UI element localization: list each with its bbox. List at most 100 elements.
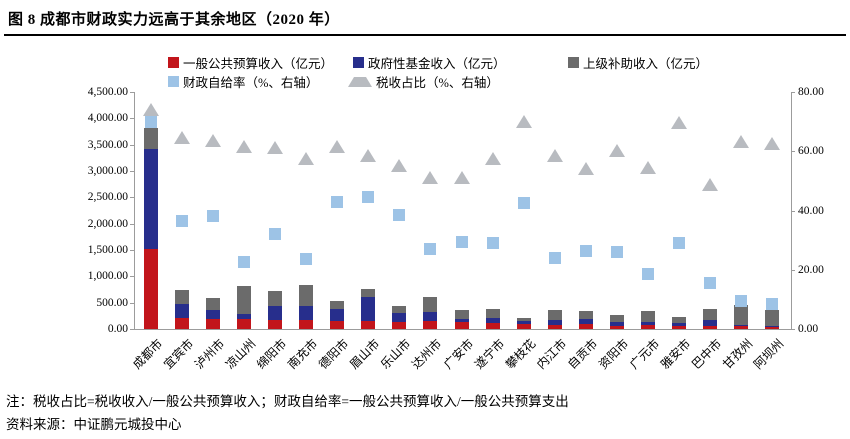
- bar-segment-series3: [268, 290, 283, 306]
- legend-item-general-budget: 一般公共预算收入（亿元）: [168, 55, 333, 71]
- bar-segment-series3: [702, 308, 717, 321]
- bar-segment-series1: [640, 325, 655, 329]
- scatter-square-marker: [176, 214, 188, 227]
- right-axis-tick: [791, 92, 795, 93]
- legend-label: 政府性基金收入（亿元）: [368, 57, 506, 71]
- bar-segment-series1: [361, 321, 376, 329]
- bar-segment-series2: [299, 305, 314, 321]
- bar-segment-series1: [609, 325, 624, 329]
- scatter-square-marker: [579, 244, 592, 257]
- left-axis-tick-label: 1,000.00: [87, 270, 128, 283]
- scatter-square-marker: [703, 277, 716, 290]
- bar-segment-series1: [330, 321, 345, 329]
- bar-segment-series3: [671, 317, 686, 324]
- scatter-triangle-marker: [267, 141, 284, 155]
- scatter-square-marker: [486, 237, 499, 250]
- left-axis-tick: [130, 197, 134, 199]
- bar-segment-series3: [640, 310, 655, 323]
- scatter-triangle-marker: [515, 114, 532, 128]
- bar-segment-series3: [330, 301, 345, 309]
- bar-segment-series2: [702, 320, 717, 327]
- scatter-triangle-marker: [360, 148, 377, 162]
- left-axis-tick: [130, 302, 134, 304]
- scatter-triangle-marker: [453, 170, 470, 184]
- bar-segment-series3: [144, 127, 158, 150]
- scatter-triangle-marker: [174, 130, 190, 144]
- legend-item-gov-fund: 政府性基金收入（亿元）: [353, 55, 506, 71]
- bar-segment-series2: [609, 321, 624, 326]
- bar-segment-series3: [578, 311, 593, 320]
- lightblue-square-icon: [168, 76, 179, 87]
- right-axis-tick-label: 60.00: [798, 145, 824, 158]
- scatter-square-marker: [517, 197, 530, 210]
- bar-segment-series2: [640, 322, 655, 326]
- left-axis-tick: [130, 329, 134, 330]
- bar-segment-series2: [547, 320, 562, 325]
- scatter-triangle-marker: [733, 135, 749, 149]
- bar-segment-series2: [734, 325, 748, 327]
- blue-square-icon: [353, 57, 364, 68]
- legend-label: 财政自给率（%、右轴）: [183, 76, 319, 90]
- bar-segment-series3: [765, 309, 779, 327]
- legend-item-self-sufficiency: 财政自给率（%、右轴）: [168, 74, 319, 90]
- left-axis-tick-label: 3,500.00: [87, 138, 128, 151]
- scatter-square-marker: [269, 228, 282, 241]
- scatter-triangle-marker: [764, 136, 780, 150]
- bar-segment-series2: [671, 323, 686, 326]
- bar-segment-series1: [485, 323, 500, 329]
- left-axis-tick: [130, 118, 134, 120]
- left-axis-tick: [130, 144, 134, 146]
- scatter-square-marker: [393, 208, 406, 221]
- scatter-square-marker: [548, 251, 561, 264]
- bar-segment-series2: [237, 314, 252, 319]
- legend-label: 税收占比（%、右轴）: [376, 76, 499, 90]
- scatter-square-marker: [672, 237, 685, 250]
- bar-segment-series2: [144, 149, 158, 249]
- right-axis-tick: [791, 210, 795, 212]
- left-axis-tick-label: 0.00: [107, 323, 128, 335]
- title-divider: [4, 34, 846, 36]
- scatter-square-marker: [766, 297, 778, 310]
- bar-segment-series1: [175, 318, 189, 329]
- scatter-triangle-marker: [546, 148, 563, 162]
- scatter-triangle-marker: [639, 160, 656, 174]
- bar-segment-series2: [330, 309, 345, 322]
- bar-segment-series1: [547, 324, 562, 329]
- bar-segment-series1: [268, 319, 283, 329]
- right-axis-tick: [791, 329, 795, 330]
- bar-segment-series1: [299, 320, 314, 329]
- bar-segment-series3: [485, 308, 500, 318]
- bar-segment-series2: [485, 317, 500, 324]
- bar-segment-series2: [206, 309, 221, 320]
- legend-label: 上级补助收入（亿元）: [583, 57, 709, 71]
- bar-segment-series2: [765, 326, 779, 327]
- right-axis-tick: [791, 269, 795, 271]
- left-axis-tick: [130, 92, 134, 93]
- left-axis-tick-label: 2,500.00: [87, 191, 128, 204]
- scatter-triangle-marker: [577, 162, 594, 175]
- left-axis-tick-label: 500.00: [96, 296, 128, 309]
- scatter-triangle-marker: [484, 151, 501, 165]
- bar-segment-series3: [206, 297, 221, 310]
- bar-segment-series3: [237, 285, 252, 315]
- left-axis-tick-label: 2,000.00: [87, 217, 128, 230]
- bar-segment-series1: [423, 321, 438, 329]
- figure-notes: 注：税收占比=税收收入/一般公共预算收入；财政自给率=一般公共预算收入/一般公共…: [6, 390, 569, 436]
- note-source: 资料来源：中证鹏元城投中心: [6, 417, 182, 432]
- left-axis-tick: [130, 250, 134, 251]
- left-axis-tick-label: 4,500.00: [87, 86, 128, 98]
- gray-triangle-icon: [348, 76, 372, 87]
- right-axis-tick-label: 80.00: [798, 86, 824, 98]
- scatter-square-marker: [610, 246, 623, 258]
- bar-segment-series2: [454, 319, 469, 323]
- bar-segment-series3: [361, 289, 376, 298]
- left-axis-tick: [130, 171, 134, 172]
- bar-segment-series1: [578, 324, 593, 329]
- figure-title: 图 8 成都市财政实力远高于其余地区（2020 年）: [8, 12, 340, 28]
- scatter-square-marker: [207, 210, 220, 223]
- bar-segment-series3: [175, 290, 189, 305]
- bar-segment-series2: [516, 321, 531, 325]
- bar-segment-series3: [516, 318, 531, 322]
- note-formula: 注：税收占比=税收收入/一般公共预算收入；财政自给率=一般公共预算收入/一般公共…: [6, 394, 569, 409]
